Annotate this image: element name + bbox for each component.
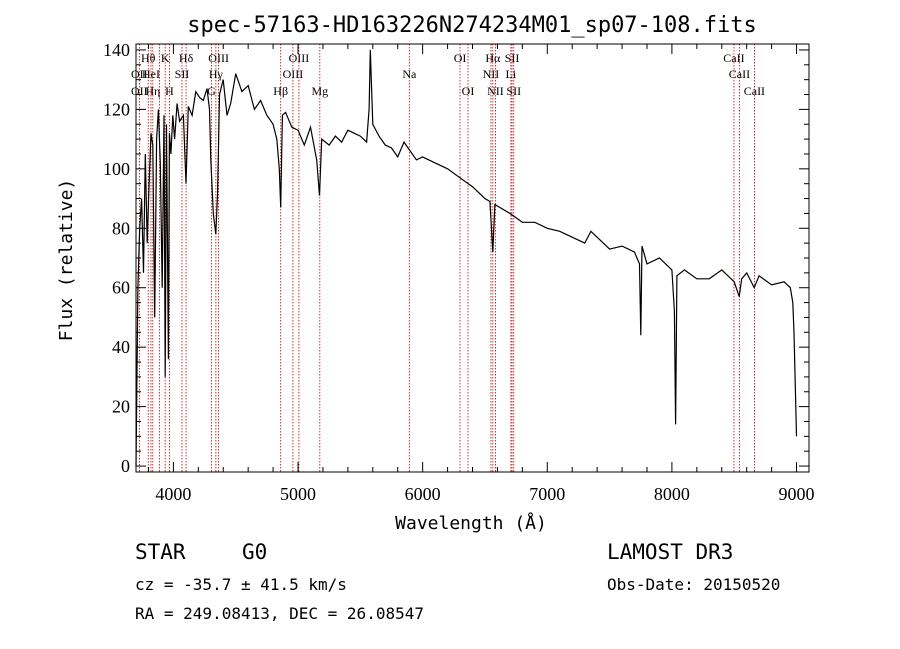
x-tick-label: 4000: [155, 484, 191, 504]
line-label: NII: [487, 84, 504, 98]
line-label: OII: [131, 84, 148, 98]
x-tick-label: 9000: [779, 484, 815, 504]
object-subclass: G0: [242, 540, 268, 564]
x-axis-label: Wavelength (Å): [395, 512, 547, 534]
line-label: G: [207, 84, 216, 98]
line-label: SII: [505, 51, 520, 65]
line-label: OIII: [208, 51, 229, 65]
y-tick-label: 20: [112, 397, 130, 417]
observation-date: Obs-Date: 20150520: [607, 575, 781, 594]
line-label: Hγ: [209, 67, 224, 81]
line-label: Hθ: [141, 51, 156, 65]
y-axis-label: Flux (relative): [56, 179, 77, 342]
axis-ticks: 4000 5000 6000 7000 8000 9000 0 20 40 60 80 100 120 1…: [103, 40, 815, 504]
line-label: H: [165, 84, 174, 98]
line-label: K: [161, 51, 170, 65]
x-tick-label: 7000: [529, 484, 565, 504]
y-tick-label: 100: [103, 159, 130, 179]
survey-name: LAMOST DR3: [607, 540, 734, 564]
spectrum-line: [135, 49, 798, 467]
line-label: CaII: [729, 67, 750, 81]
line-label: OIII: [289, 51, 310, 65]
line-label: NII: [483, 67, 500, 81]
x-tick-label: 8000: [654, 484, 690, 504]
line-markers: [138, 44, 755, 472]
y-tick-label: 80: [112, 218, 130, 238]
y-tick-label: 0: [121, 456, 130, 476]
line-label: Hα: [485, 51, 501, 65]
line-label: Li: [506, 67, 517, 81]
plot-frame: [135, 43, 810, 473]
coordinates: RA = 249.08413, DEC = 26.08547: [135, 604, 424, 623]
line-label: CaII: [744, 84, 765, 98]
line-label: SII: [506, 84, 521, 98]
object-class: STAR: [135, 540, 186, 564]
redshift-cz: cz = -35.7 ± 41.5 km/s: [135, 575, 347, 594]
line-label: OIII: [283, 67, 304, 81]
line-label: SII: [175, 67, 190, 81]
line-label: OI: [462, 84, 475, 98]
line-label: OI: [454, 51, 467, 65]
chart-title: spec-57163-HD163226N274234M01_sp07-108.f…: [187, 13, 757, 38]
line-label: Hη: [145, 84, 160, 98]
line-label: Hβ: [273, 84, 288, 98]
line-label: CaII: [723, 51, 744, 65]
x-tick-label: 5000: [280, 484, 316, 504]
line-label: Hδ: [179, 51, 194, 65]
line-label: Mg: [311, 84, 328, 98]
y-tick-label: 40: [112, 337, 130, 357]
y-tick-label: 60: [112, 278, 130, 298]
x-tick-label: 6000: [405, 484, 441, 504]
line-label: OII: [131, 67, 148, 81]
y-tick-label: 120: [103, 99, 130, 119]
y-tick-label: 140: [103, 40, 130, 60]
line-label: Na: [402, 67, 417, 81]
line-label: HeI: [142, 67, 160, 81]
